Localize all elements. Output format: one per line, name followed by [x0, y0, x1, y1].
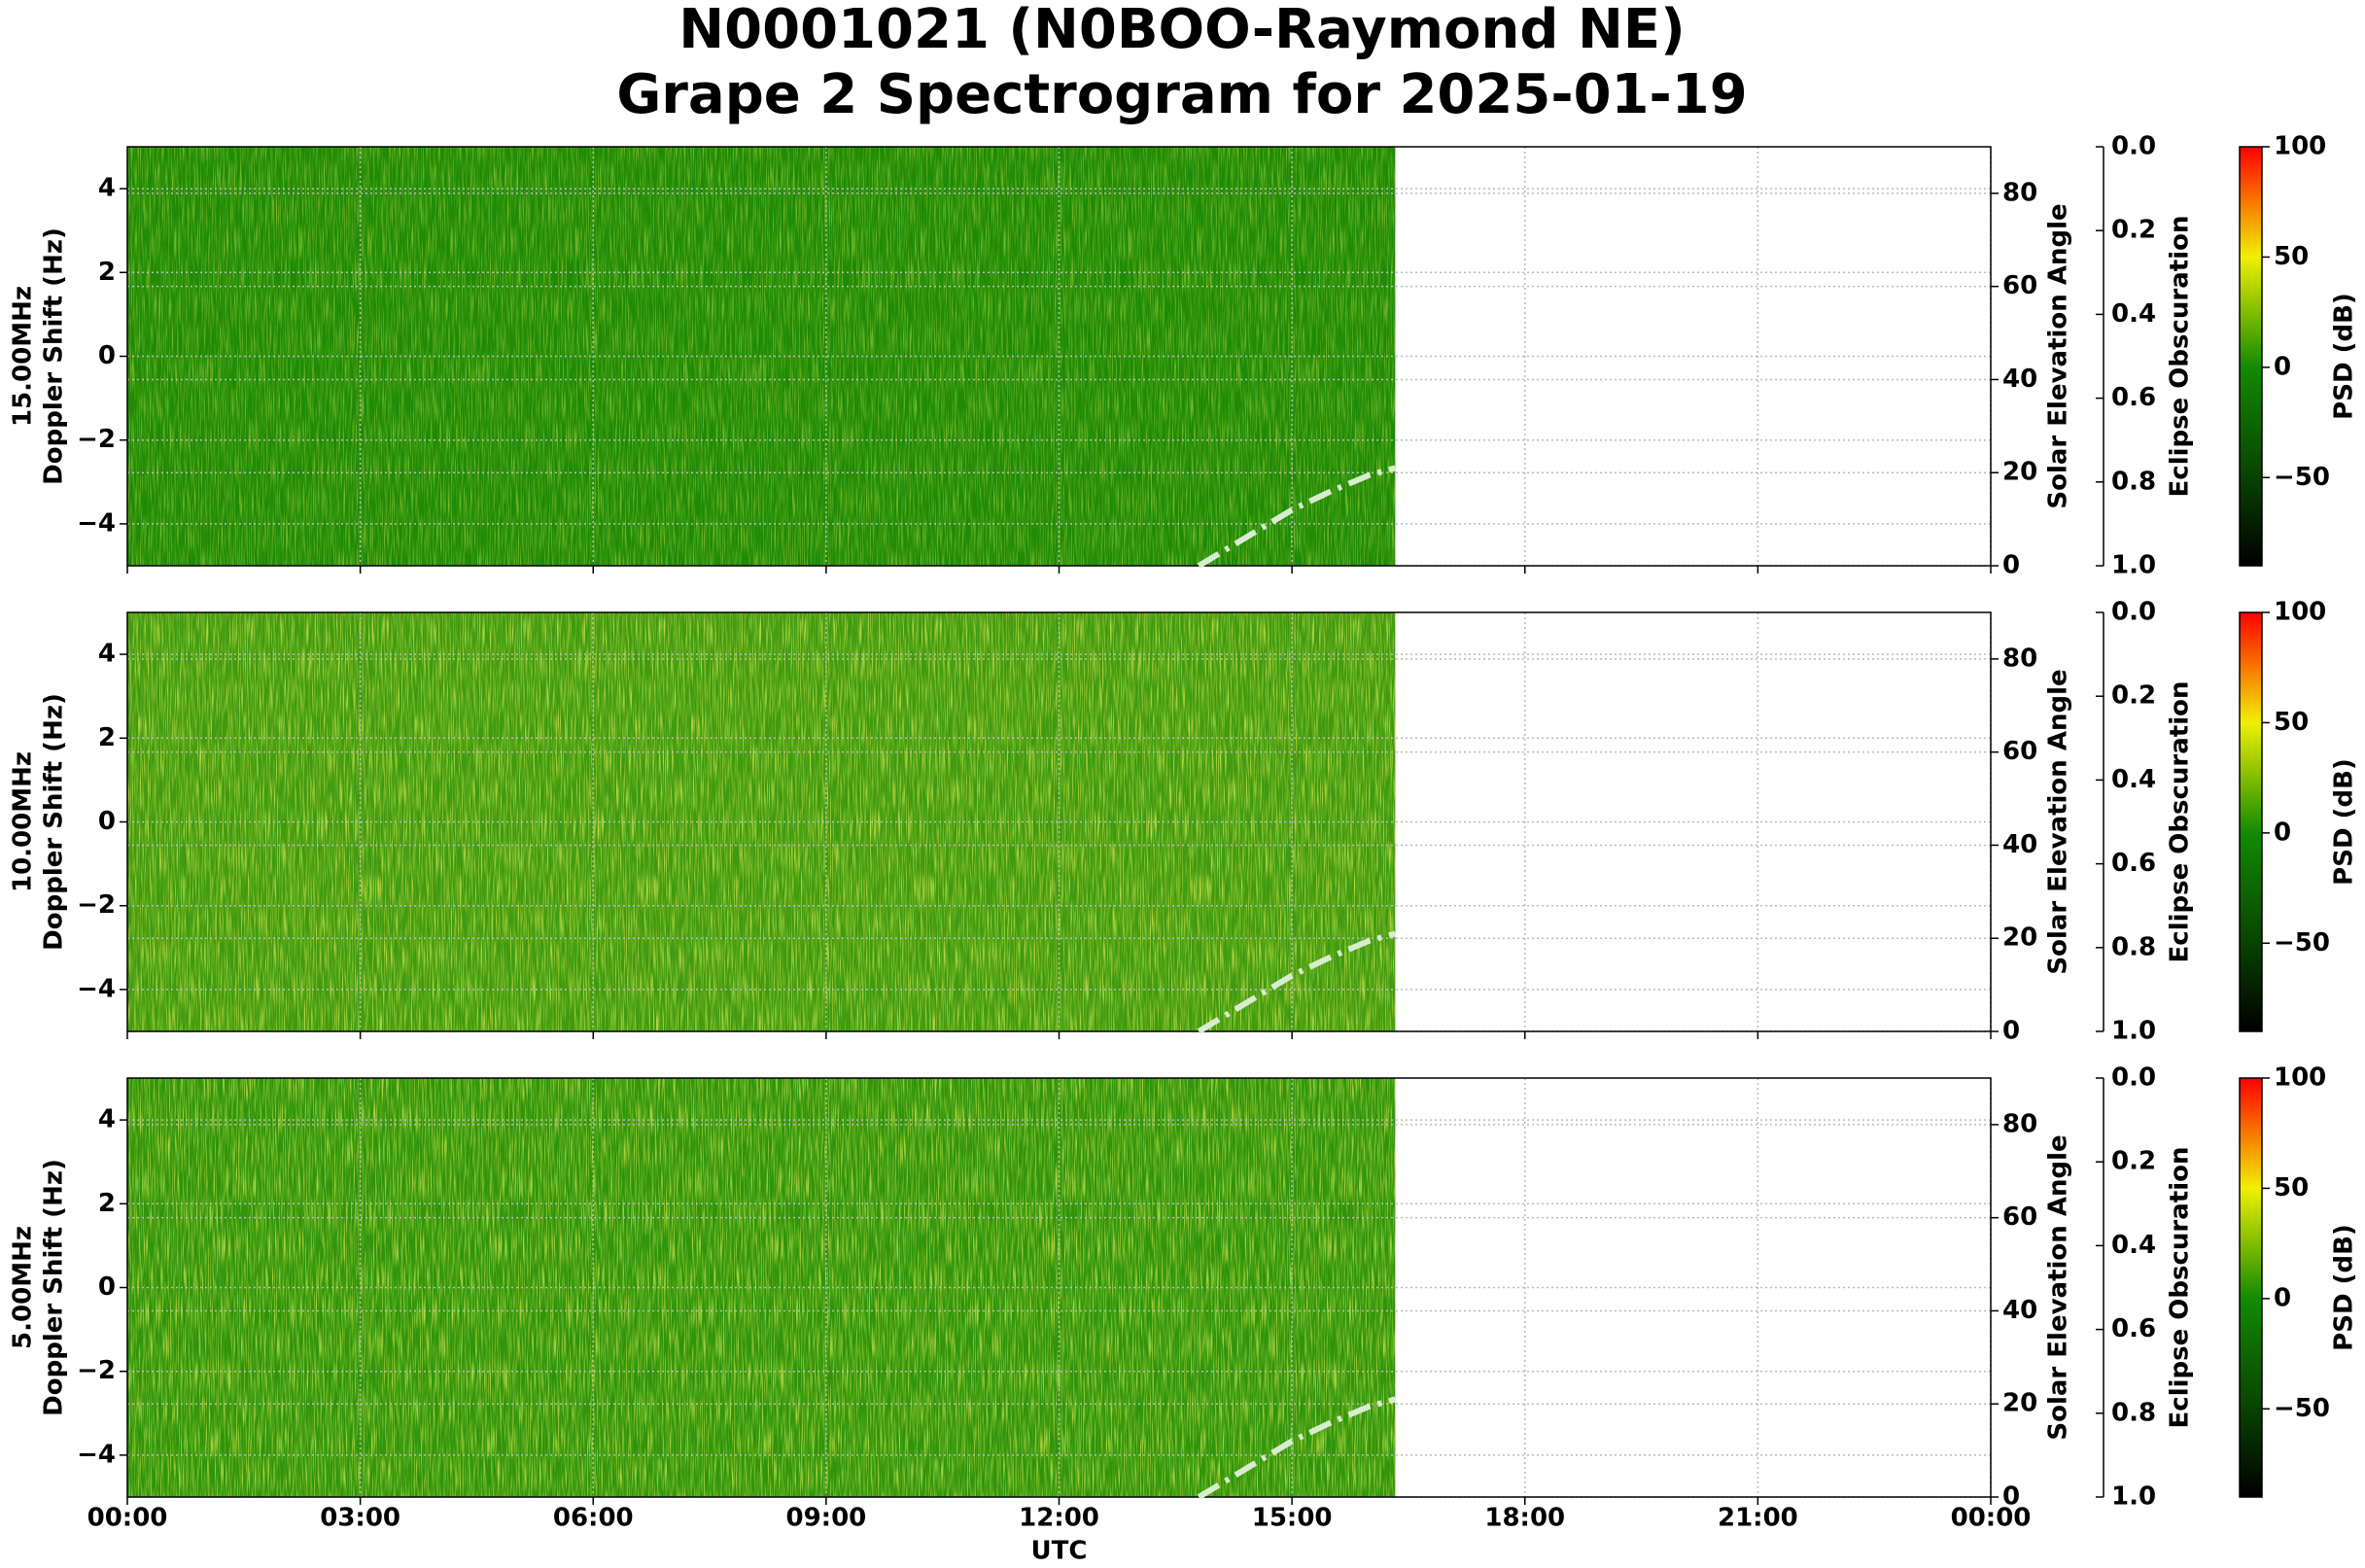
- y2-axis-label: Solar Elevation Angle: [2044, 1134, 2073, 1440]
- y3-tick-label: 1.0: [2111, 1017, 2156, 1046]
- solar-elevation-line: [1197, 465, 1397, 569]
- y-axis-label: 15.00MHz: [9, 286, 38, 427]
- y-tick-label: 4: [98, 640, 116, 669]
- colorbar-tick-label: −50: [2274, 928, 2330, 958]
- plot-frame: [126, 146, 1992, 567]
- colorbar-tick-label: 100: [2274, 598, 2326, 627]
- y2-tick-label: 60: [2002, 271, 2037, 300]
- y3-tick-label: 0.4: [2111, 1231, 2156, 1260]
- colorbar: [2239, 611, 2263, 1032]
- y-axis-label: Doppler Shift (Hz): [40, 1159, 69, 1416]
- y-tick-label: −4: [77, 508, 116, 538]
- y-tick-label: −4: [77, 974, 116, 1003]
- title-line: N0001021 (N0BOO-Raymond NE): [678, 0, 1685, 61]
- colorbar-tick-label: 50: [2274, 1173, 2309, 1202]
- y-tick-label: 0: [98, 341, 116, 370]
- y-tick-label: 4: [98, 1105, 116, 1134]
- colorbar-tick-label: 50: [2274, 708, 2309, 737]
- colorbar-tick-label: 100: [2274, 1063, 2326, 1093]
- y2-tick-label: 40: [2002, 1296, 2037, 1325]
- y-tick-label: −2: [77, 890, 116, 920]
- y2-tick-label: 40: [2002, 365, 2037, 394]
- y3-tick-label: 0.2: [2111, 1147, 2156, 1176]
- y3-axis-label: Eclipse Obscuration: [2166, 681, 2195, 963]
- y3-tick-label: 0.6: [2111, 383, 2156, 412]
- y2-tick-label: 20: [2002, 458, 2037, 487]
- y2-tick-label: 80: [2002, 644, 2037, 673]
- colorbar: [2239, 1077, 2263, 1498]
- plot-frame: [126, 1077, 1992, 1498]
- x-tick-label: 03:00: [320, 1504, 400, 1533]
- colorbar-tick-label: −50: [2274, 463, 2330, 492]
- y-tick-label: −2: [77, 1356, 116, 1385]
- y2-tick-label: 0: [2002, 1482, 2020, 1512]
- colorbar: [2239, 146, 2263, 567]
- y3-tick-label: 0.8: [2111, 1398, 2156, 1427]
- y-axis-label: 10.00MHz: [9, 751, 38, 892]
- y3-tick-label: 0.4: [2111, 299, 2156, 329]
- y-tick-label: −2: [77, 425, 116, 454]
- y3-tick-label: 0.2: [2111, 216, 2156, 245]
- y2-tick-label: 0: [2002, 1017, 2020, 1046]
- y2-axis-label: Solar Elevation Angle: [2044, 669, 2073, 974]
- colorbar-label: PSD (dB): [2330, 758, 2359, 886]
- y3-tick-label: 0.2: [2111, 681, 2156, 711]
- y3-tick-label: 0.0: [2111, 598, 2156, 627]
- y3-tick-label: 0.6: [2111, 1314, 2156, 1343]
- y-tick-label: 2: [98, 723, 116, 752]
- y3-tick-label: 0.6: [2111, 849, 2156, 878]
- x-tick-label: 12:00: [1019, 1504, 1099, 1533]
- colorbar-tick-label: 0: [2274, 818, 2291, 847]
- x-tick-label: 00:00: [87, 1504, 168, 1533]
- y-axis-label: Doppler Shift (Hz): [40, 227, 69, 485]
- colorbar-tick-label: 0: [2274, 1283, 2291, 1312]
- solar-elevation-line: [1197, 1396, 1397, 1500]
- y-tick-label: −4: [77, 1440, 116, 1469]
- y2-tick-label: 60: [2002, 737, 2037, 766]
- y-axis-label: 5.00MHz: [9, 1226, 38, 1349]
- y2-tick-label: 80: [2002, 178, 2037, 207]
- x-tick-label: 09:00: [785, 1504, 866, 1533]
- x-tick-label: 15:00: [1252, 1504, 1333, 1533]
- y2-axis-label: Solar Elevation Angle: [2044, 203, 2073, 508]
- y2-tick-label: 20: [2002, 923, 2037, 953]
- colorbar-tick-label: 0: [2274, 352, 2291, 381]
- plot-frame: [126, 611, 1992, 1032]
- y-tick-label: 0: [98, 807, 116, 836]
- x-tick-label: 21:00: [1718, 1504, 1798, 1533]
- y-tick-label: 2: [98, 1189, 116, 1218]
- y3-tick-label: 0.8: [2111, 932, 2156, 961]
- y3-tick-label: 1.0: [2111, 1482, 2156, 1512]
- colorbar-label: PSD (dB): [2330, 1224, 2359, 1351]
- x-tick-label: 06:00: [553, 1504, 634, 1533]
- y3-tick-label: 0.8: [2111, 467, 2156, 496]
- y3-axis-label: Eclipse Obscuration: [2166, 216, 2195, 498]
- y3-axis-label: Eclipse Obscuration: [2166, 1147, 2195, 1429]
- y3-tick-label: 0.4: [2111, 765, 2156, 794]
- y-tick-label: 4: [98, 174, 116, 203]
- y-axis-label: Doppler Shift (Hz): [40, 693, 69, 951]
- colorbar-label: PSD (dB): [2330, 293, 2359, 420]
- x-tick-label: 18:00: [1484, 1504, 1565, 1533]
- colorbar-tick-label: −50: [2274, 1394, 2330, 1423]
- colorbar-tick-label: 50: [2274, 242, 2309, 271]
- y2-tick-label: 0: [2002, 551, 2020, 580]
- title-line: Grape 2 Spectrogram for 2025-01-19: [616, 63, 1747, 126]
- y3-tick-label: 1.0: [2111, 551, 2156, 580]
- y2-tick-label: 80: [2002, 1109, 2037, 1138]
- y-tick-label: 2: [98, 258, 116, 287]
- x-axis-label: UTC: [1031, 1537, 1088, 1566]
- y2-tick-label: 20: [2002, 1389, 2037, 1418]
- y3-tick-label: 0.0: [2111, 132, 2156, 161]
- colorbar-tick-label: 100: [2274, 132, 2326, 161]
- y-tick-label: 0: [98, 1272, 116, 1302]
- y2-tick-label: 60: [2002, 1202, 2037, 1232]
- y2-tick-label: 40: [2002, 830, 2037, 859]
- y3-tick-label: 0.0: [2111, 1063, 2156, 1093]
- solar-elevation-line: [1197, 930, 1397, 1034]
- x-tick-label: 00:00: [1951, 1504, 2032, 1533]
